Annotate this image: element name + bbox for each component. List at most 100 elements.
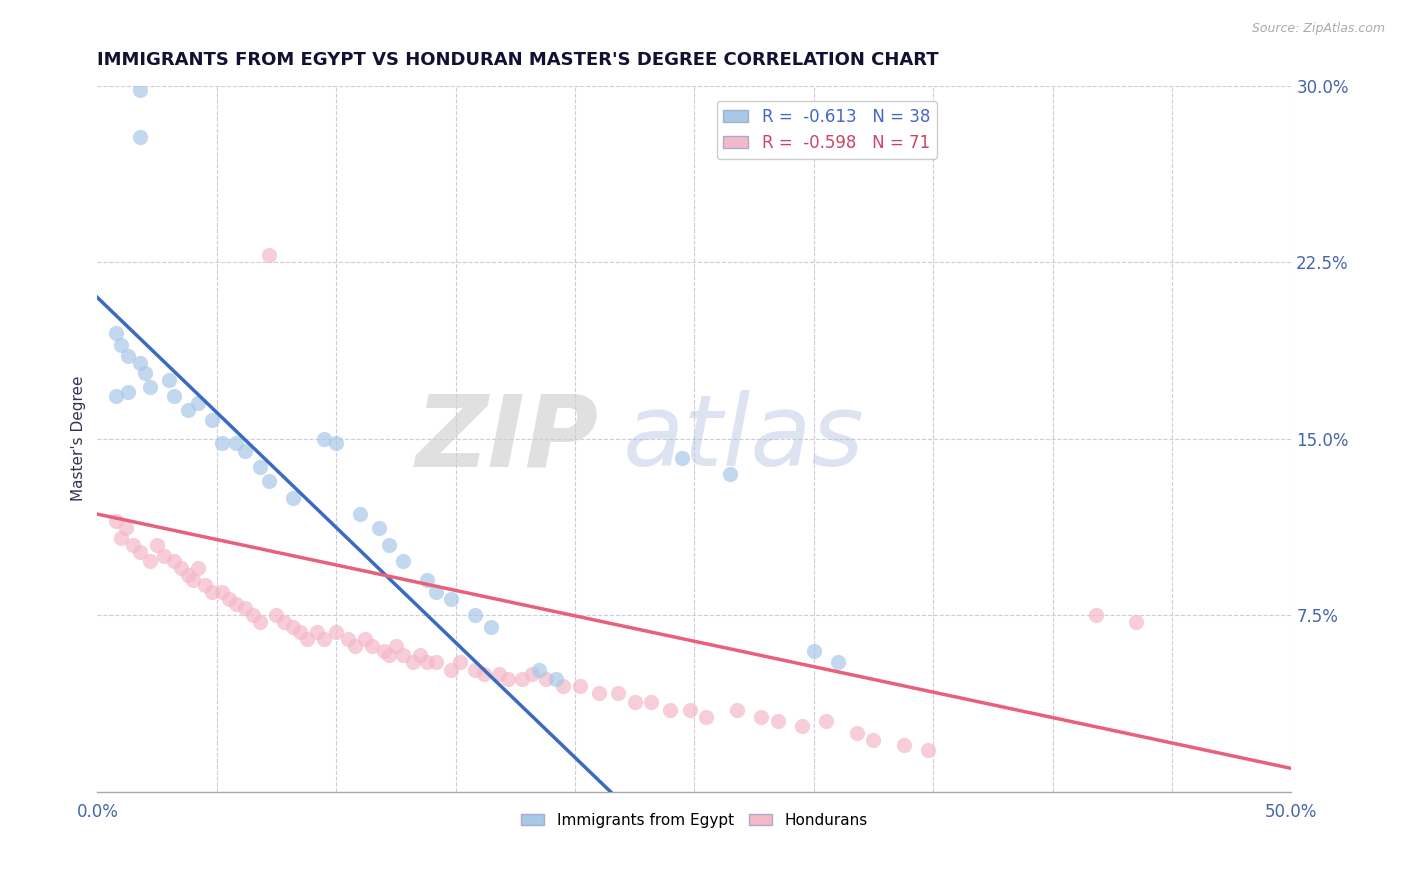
Point	[218, 591, 240, 606]
Point	[129, 83, 152, 97]
Point	[266, 608, 288, 623]
Point	[337, 632, 360, 646]
Point	[440, 591, 463, 606]
Text: atlas: atlas	[623, 390, 865, 487]
Point	[623, 696, 645, 710]
Point	[325, 436, 347, 450]
Point	[803, 643, 825, 657]
Point	[181, 573, 204, 587]
Point	[536, 672, 558, 686]
Point	[314, 632, 336, 646]
Point	[177, 568, 200, 582]
Point	[373, 643, 395, 657]
Point	[392, 648, 415, 663]
Point	[1125, 615, 1147, 630]
Point	[283, 620, 305, 634]
Point	[283, 491, 305, 505]
Point	[361, 639, 384, 653]
Point	[134, 366, 156, 380]
Point	[249, 460, 271, 475]
Point	[588, 686, 610, 700]
Point	[259, 474, 281, 488]
Text: ZIP: ZIP	[416, 390, 599, 487]
Point	[201, 584, 224, 599]
Point	[409, 648, 432, 663]
Point	[845, 726, 868, 740]
Point	[425, 656, 447, 670]
Point	[401, 656, 423, 670]
Point	[790, 719, 813, 733]
Point	[488, 667, 510, 681]
Point	[211, 584, 233, 599]
Point	[139, 380, 162, 394]
Point	[464, 663, 486, 677]
Point	[416, 573, 439, 587]
Point	[472, 667, 495, 681]
Point	[153, 549, 176, 564]
Point	[157, 373, 180, 387]
Point	[349, 507, 371, 521]
Point	[749, 709, 772, 723]
Point	[606, 686, 628, 700]
Point	[122, 538, 145, 552]
Point	[551, 679, 574, 693]
Point	[512, 672, 534, 686]
Point	[392, 554, 415, 568]
Point	[187, 396, 209, 410]
Point	[105, 514, 128, 528]
Point	[110, 337, 132, 351]
Point	[425, 584, 447, 599]
Point	[544, 672, 567, 686]
Point	[297, 632, 319, 646]
Point	[377, 648, 399, 663]
Point	[211, 436, 233, 450]
Point	[725, 702, 748, 716]
Point	[117, 349, 139, 363]
Point	[416, 656, 439, 670]
Point	[146, 538, 169, 552]
Point	[695, 709, 717, 723]
Point	[479, 620, 502, 634]
Point	[201, 413, 224, 427]
Point	[353, 632, 375, 646]
Point	[568, 679, 591, 693]
Point	[917, 742, 939, 756]
Point	[862, 733, 884, 747]
Point	[496, 672, 519, 686]
Point	[235, 601, 257, 615]
Point	[259, 248, 281, 262]
Text: Source: ZipAtlas.com: Source: ZipAtlas.com	[1251, 22, 1385, 36]
Point	[235, 443, 257, 458]
Point	[440, 663, 463, 677]
Point	[377, 538, 399, 552]
Point	[344, 639, 367, 653]
Point	[225, 597, 247, 611]
Point	[527, 663, 550, 677]
Point	[893, 738, 915, 752]
Point	[242, 608, 264, 623]
Point	[273, 615, 295, 630]
Point	[110, 531, 132, 545]
Point	[520, 667, 543, 681]
Point	[325, 624, 347, 639]
Point	[671, 450, 693, 465]
Point	[368, 521, 391, 535]
Point	[640, 696, 662, 710]
Point	[117, 384, 139, 399]
Point	[1084, 608, 1107, 623]
Point	[827, 656, 849, 670]
Point	[170, 561, 193, 575]
Point	[814, 714, 837, 729]
Point	[129, 545, 152, 559]
Text: IMMIGRANTS FROM EGYPT VS HONDURAN MASTER'S DEGREE CORRELATION CHART: IMMIGRANTS FROM EGYPT VS HONDURAN MASTER…	[97, 51, 939, 69]
Point	[187, 561, 209, 575]
Point	[225, 436, 247, 450]
Point	[385, 639, 408, 653]
Legend: Immigrants from Egypt, Hondurans: Immigrants from Egypt, Hondurans	[515, 806, 873, 834]
Y-axis label: Master's Degree: Master's Degree	[72, 376, 86, 501]
Point	[163, 554, 186, 568]
Point	[659, 702, 682, 716]
Point	[718, 467, 741, 481]
Point	[163, 389, 186, 403]
Point	[678, 702, 700, 716]
